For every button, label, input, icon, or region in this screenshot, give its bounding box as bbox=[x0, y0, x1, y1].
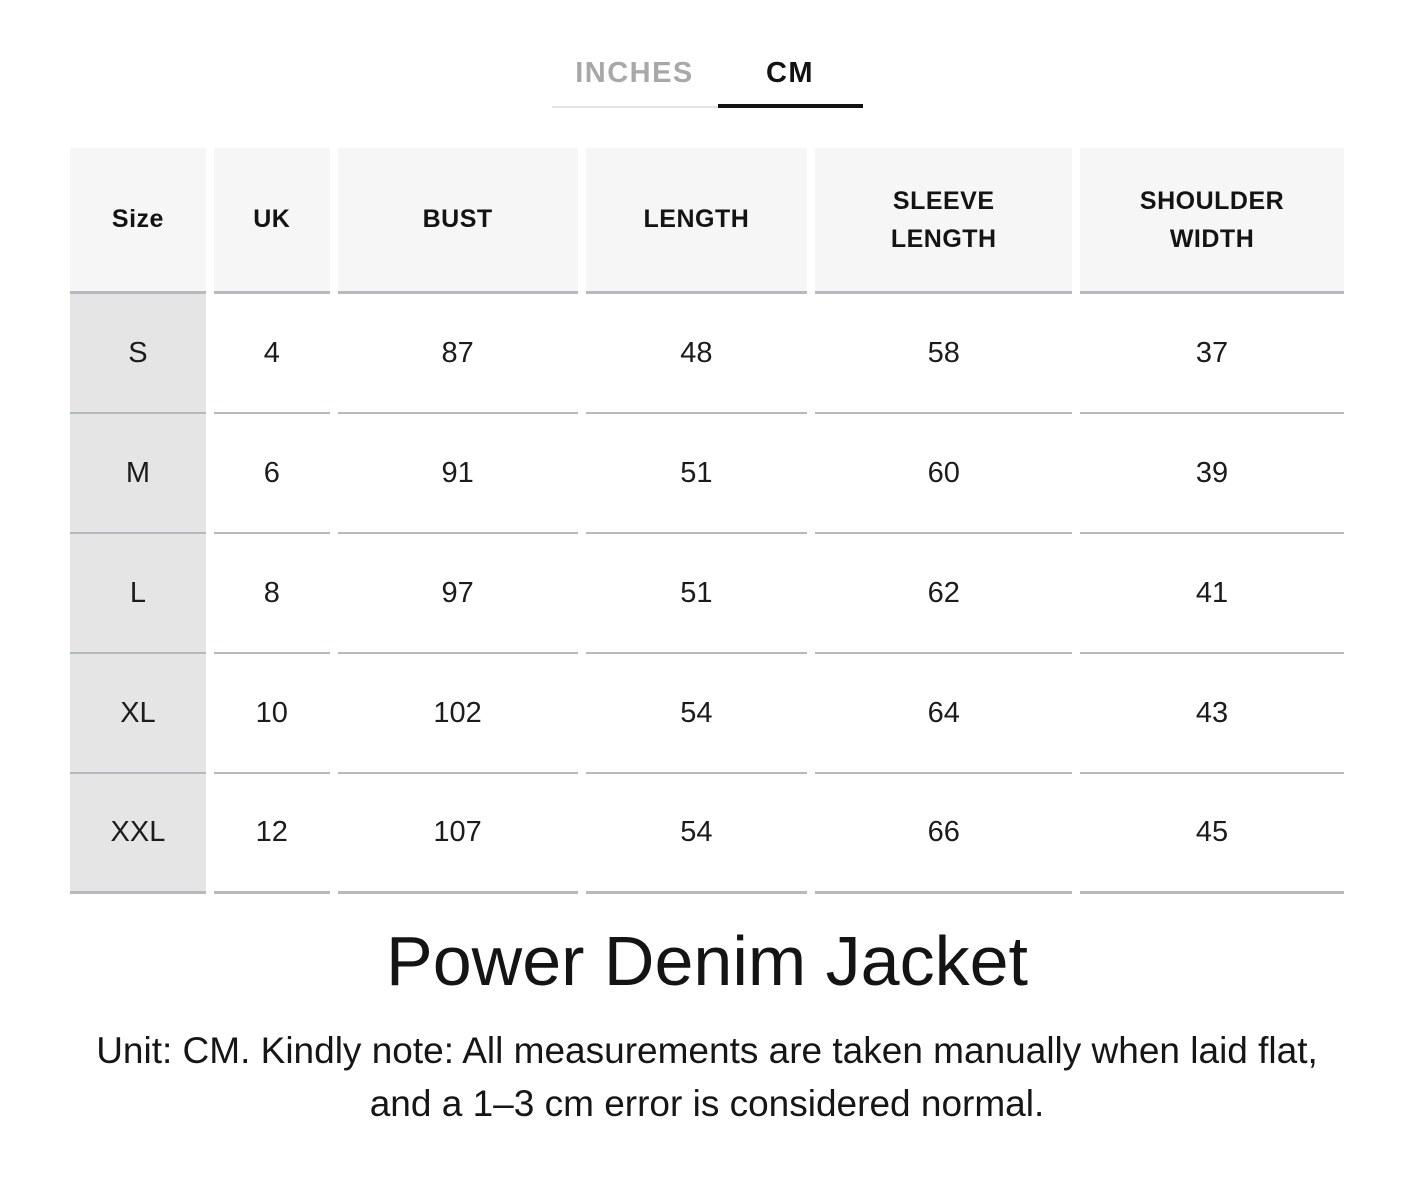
measurement-note: Unit: CM. Kindly note: All measurements … bbox=[96, 1030, 1318, 1124]
length-cell: 51 bbox=[585, 414, 808, 534]
column-header-length: LENGTH bbox=[585, 148, 808, 294]
size-label-cell: M bbox=[70, 414, 206, 534]
header-row: Size UK BUST LENGTH SLEEVE LENGTH SHOULD… bbox=[70, 148, 1344, 294]
column-header-shoulder-width-label: SHOULDER WIDTH bbox=[1139, 186, 1285, 253]
column-header-sleeve-length-label: SLEEVE LENGTH bbox=[890, 186, 997, 253]
size-label-cell: L bbox=[70, 534, 206, 654]
column-header-shoulder-width: SHOULDER WIDTH bbox=[1080, 148, 1344, 294]
shoulder-width-cell: 37 bbox=[1080, 294, 1344, 414]
table-row-xxl: XXL 12 107 54 66 45 bbox=[70, 774, 1344, 894]
uk-cell: 12 bbox=[213, 774, 330, 894]
sleeve-length-cell: 60 bbox=[815, 414, 1073, 534]
bust-cell: 87 bbox=[337, 294, 578, 414]
tab-cm[interactable]: CM bbox=[717, 56, 863, 108]
bust-cell: 97 bbox=[337, 534, 578, 654]
size-label-cell: S bbox=[70, 294, 206, 414]
size-label-cell: XL bbox=[70, 654, 206, 774]
column-header-sleeve-length: SLEEVE LENGTH bbox=[815, 148, 1073, 294]
shoulder-width-cell: 41 bbox=[1080, 534, 1344, 654]
column-header-size: Size bbox=[70, 148, 206, 294]
column-header-uk: UK bbox=[213, 148, 330, 294]
bust-cell: 102 bbox=[337, 654, 578, 774]
size-label-cell: XXL bbox=[70, 774, 206, 894]
unit-tabs: INCHES CM bbox=[0, 56, 1414, 108]
column-header-bust: BUST bbox=[337, 148, 578, 294]
table-row-l: L 8 97 51 62 41 bbox=[70, 534, 1344, 654]
uk-cell: 8 bbox=[213, 534, 330, 654]
bust-cell: 91 bbox=[337, 414, 578, 534]
sleeve-length-cell: 64 bbox=[815, 654, 1073, 774]
uk-cell: 6 bbox=[213, 414, 330, 534]
sleeve-length-cell: 66 bbox=[815, 774, 1073, 894]
table-row-s: S 4 87 48 58 37 bbox=[70, 294, 1344, 414]
shoulder-width-cell: 45 bbox=[1080, 774, 1344, 894]
length-cell: 51 bbox=[585, 534, 808, 654]
length-cell: 54 bbox=[585, 774, 808, 894]
length-cell: 48 bbox=[585, 294, 808, 414]
table-row-m: M 6 91 51 60 39 bbox=[70, 414, 1344, 534]
shoulder-width-cell: 43 bbox=[1080, 654, 1344, 774]
table-row-xl: XL 10 102 54 64 43 bbox=[70, 654, 1344, 774]
sleeve-length-cell: 58 bbox=[815, 294, 1073, 414]
sleeve-length-cell: 62 bbox=[815, 534, 1073, 654]
uk-cell: 4 bbox=[213, 294, 330, 414]
tab-inches[interactable]: INCHES bbox=[551, 56, 718, 108]
length-cell: 54 bbox=[585, 654, 808, 774]
uk-cell: 10 bbox=[213, 654, 330, 774]
product-title: Power Denim Jacket bbox=[386, 922, 1028, 1000]
shoulder-width-cell: 39 bbox=[1080, 414, 1344, 534]
size-chart-table: Size UK BUST LENGTH SLEEVE LENGTH SHOULD… bbox=[62, 148, 1352, 894]
bust-cell: 107 bbox=[337, 774, 578, 894]
